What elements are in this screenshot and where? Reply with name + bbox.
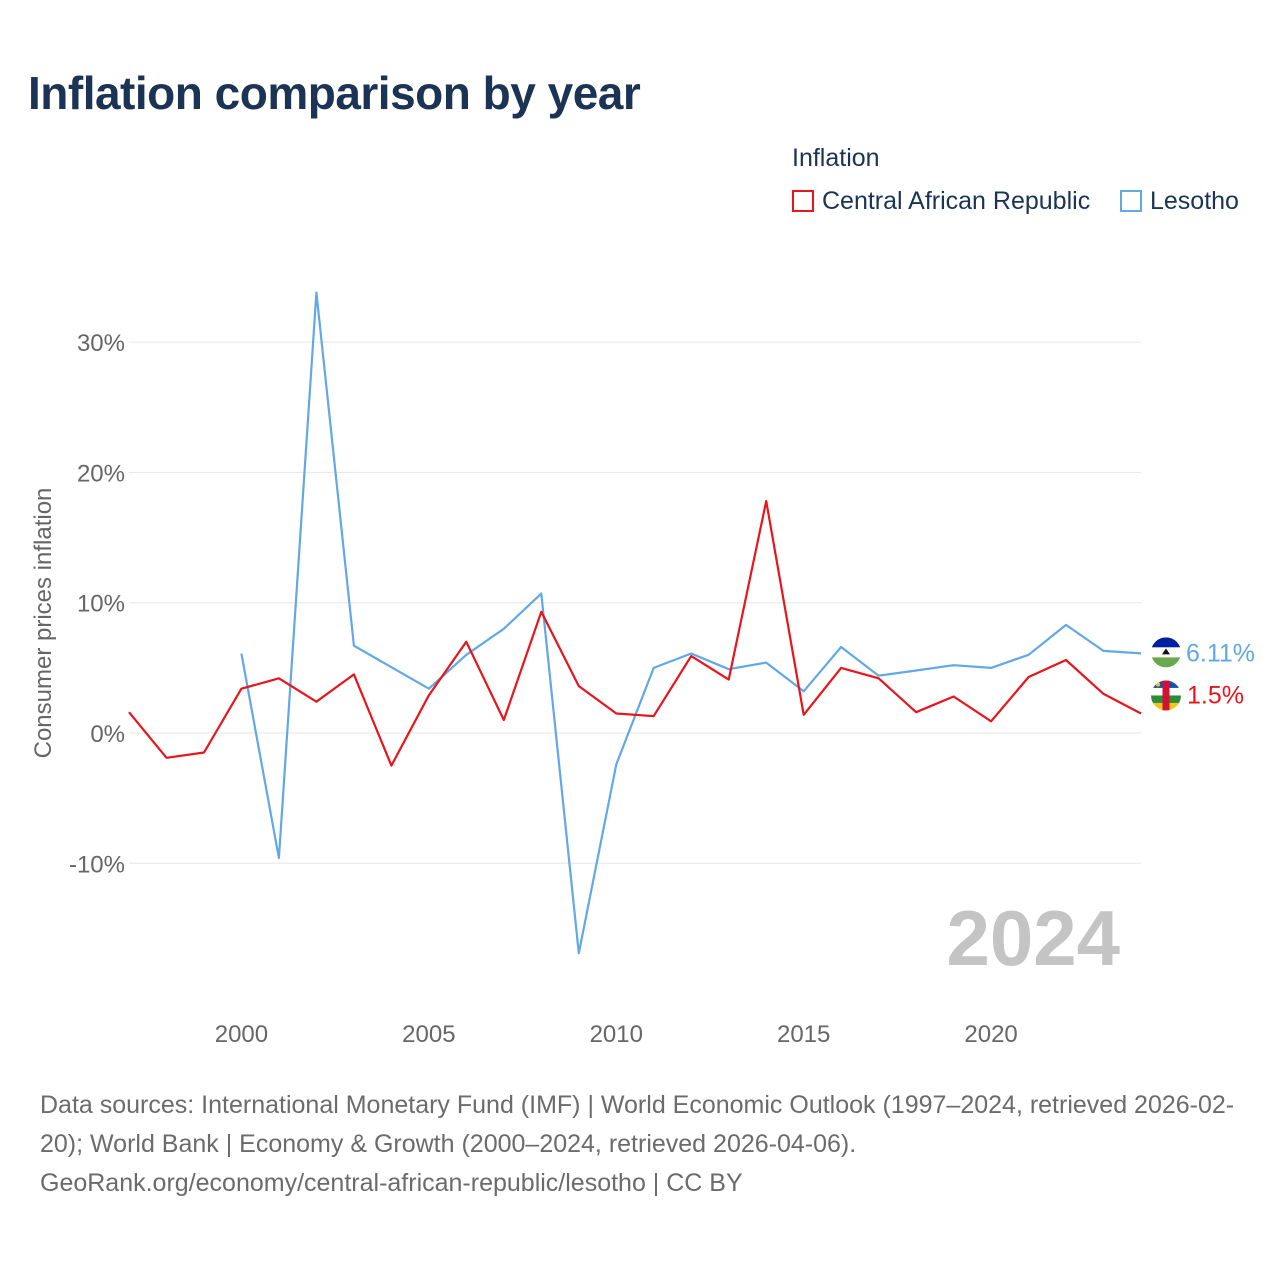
x-tick-label: 2020 [964, 1021, 1017, 1048]
flag-star [1155, 682, 1161, 687]
y-tick-label: -10% [69, 851, 125, 878]
central-african-republic-flag-icon [1151, 680, 1181, 711]
year-watermark: 2024 [946, 894, 1120, 982]
flag-stripes [1151, 637, 1181, 668]
flag-hat [1162, 648, 1170, 655]
x-tick-label: 2000 [215, 1021, 268, 1048]
flag-red-band [1162, 680, 1170, 711]
series-line-lesotho [240, 291, 1142, 955]
end-value-label-car: 1.5% [1187, 681, 1244, 709]
legend-item-central-african-republic[interactable]: Central African Republic [792, 186, 1090, 216]
x-tick-label: 2010 [590, 1021, 643, 1048]
y-tick-label: 30% [77, 330, 125, 357]
legend-item-lesotho[interactable]: Lesotho [1120, 186, 1239, 216]
flag-stripe [1151, 657, 1181, 668]
source-line: Data sources: International Monetary Fun… [40, 1091, 1235, 1158]
y-axis-title: Consumer prices inflation [30, 488, 57, 759]
legend-swatch-lesotho [1120, 190, 1142, 212]
lesotho-flag-icon [1151, 637, 1181, 668]
y-tick-label: 10% [77, 591, 125, 618]
legend-title: Inflation [792, 144, 880, 172]
series-line-central-african-republic [128, 500, 1142, 767]
source-link[interactable]: GeoRank.org/economy/central-african-repu… [40, 1169, 743, 1197]
legend-swatch-car [792, 190, 814, 212]
x-tick-label: 2015 [777, 1021, 830, 1048]
legend-label-car: Central African Republic [822, 186, 1091, 215]
source-note: Data sources: International Monetary Fun… [40, 1086, 1250, 1203]
x-tick-label: 2005 [402, 1021, 455, 1048]
chart-title: Inflation comparison by year [28, 67, 641, 119]
y-tick-label: 20% [77, 460, 125, 487]
legend-label-lesotho: Lesotho [1150, 186, 1239, 215]
end-value-label-lesotho: 6.11% [1186, 639, 1255, 667]
flag-stripes [1151, 680, 1181, 711]
y-tick-label: 0% [90, 721, 125, 748]
line-chart: -10% 0% 10% 20% 30% 2000 2005 2010 2015 2020 Consu… [30, 291, 1255, 1048]
flag-stripe [1151, 637, 1181, 648]
